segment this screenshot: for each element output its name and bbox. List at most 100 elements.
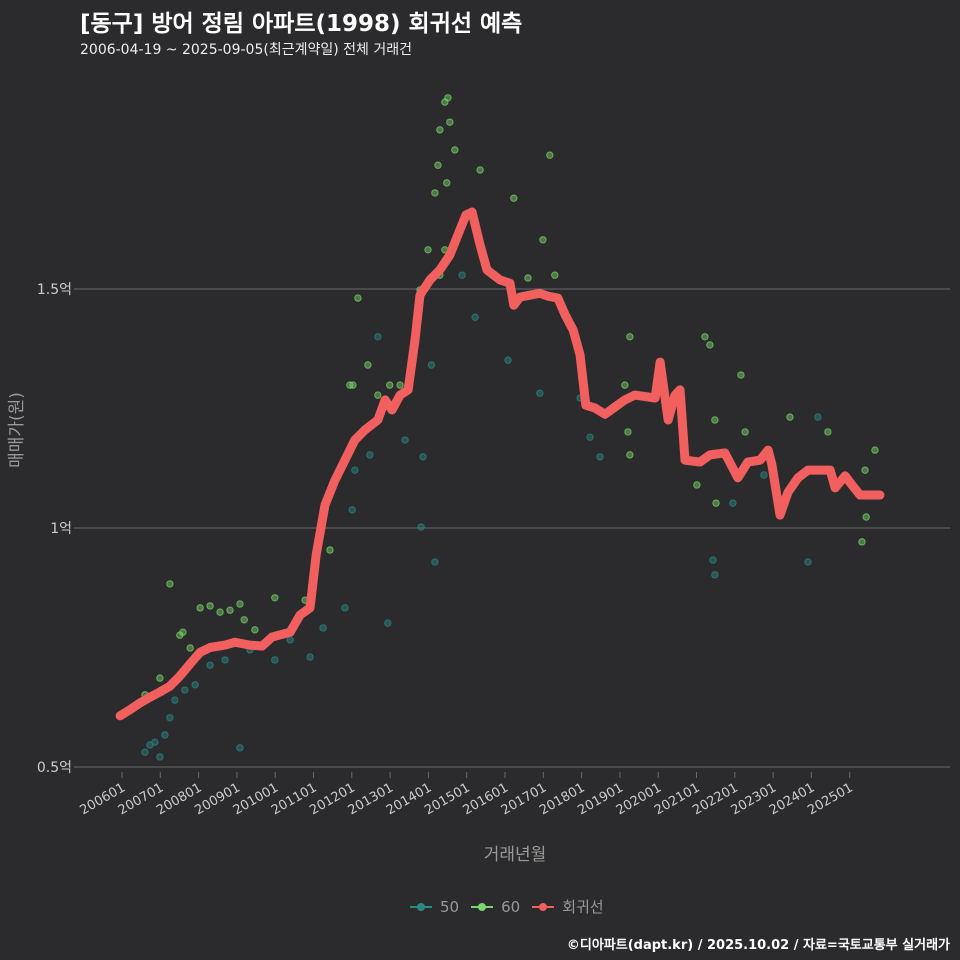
data-point-50	[596, 453, 604, 461]
legend-label: 50	[440, 897, 460, 916]
data-point-50	[760, 471, 768, 479]
legend-key-60	[471, 902, 494, 911]
data-point-60	[444, 94, 452, 102]
data-point-60	[446, 118, 454, 126]
data-point-50	[419, 453, 427, 461]
data-point-60	[386, 381, 394, 389]
data-point-60	[364, 361, 372, 369]
data-point-60	[179, 628, 187, 636]
data-point-50	[384, 619, 392, 627]
data-point-60	[216, 608, 224, 616]
data-point-50	[191, 681, 199, 689]
data-point-50	[236, 744, 244, 752]
data-point-50	[729, 499, 737, 507]
data-point-60	[861, 466, 869, 474]
data-point-60	[626, 333, 634, 341]
data-point-50	[351, 466, 359, 474]
data-point-60	[786, 413, 794, 421]
data-point-60	[436, 126, 444, 134]
data-point-60	[711, 416, 719, 424]
data-point-60	[186, 644, 194, 652]
data-point-50	[271, 656, 279, 664]
data-point-50	[431, 558, 439, 566]
data-point-60	[712, 499, 720, 507]
data-point-50	[711, 571, 719, 579]
data-point-50	[221, 656, 229, 664]
data-point-50	[586, 433, 594, 441]
chart-title: [동구] 방어 정림 아파트(1998) 회귀선 예측	[80, 11, 523, 37]
data-point-60	[434, 161, 442, 169]
data-point-60	[236, 600, 244, 608]
data-point-60	[476, 166, 484, 174]
data-point-60	[858, 538, 866, 546]
data-point-60	[524, 274, 532, 282]
footer-credit: ©디아파트(dapt.kr) / 2025.10.02 / 자료=국토교통부 실…	[566, 938, 950, 953]
y-tick-label: 1.5억	[37, 282, 72, 298]
data-point-60	[546, 151, 554, 159]
data-point-50	[504, 356, 512, 364]
legend: 50 60 회귀선	[410, 896, 608, 917]
data-point-50	[286, 636, 294, 644]
data-point-60	[621, 381, 629, 389]
data-point-60	[741, 428, 749, 436]
data-point-50	[458, 271, 466, 279]
data-point-60	[693, 481, 701, 489]
data-point-50	[401, 436, 409, 444]
legend-item-50[interactable]: 50	[410, 898, 459, 916]
data-point-60	[706, 341, 714, 349]
data-point-60	[431, 189, 439, 197]
data-point-60	[226, 606, 234, 614]
data-point-60	[510, 194, 518, 202]
data-point-50	[366, 451, 374, 459]
data-point-60	[424, 246, 432, 254]
data-point-50	[306, 653, 314, 661]
data-point-60	[166, 580, 174, 588]
data-point-50	[161, 731, 169, 739]
chart-subtitle: 2006-04-19 ~ 2025-09-05(최근계약일) 전체 거래건	[80, 42, 412, 58]
regression-line	[115, 207, 885, 721]
data-point-60	[624, 428, 632, 436]
data-point-60	[326, 546, 334, 554]
data-point-60	[206, 602, 214, 610]
data-point-60	[451, 146, 459, 154]
data-point-50	[536, 389, 544, 397]
data-point-50	[471, 313, 479, 321]
data-point-50	[206, 661, 214, 669]
data-point-60	[354, 294, 362, 302]
data-point-60	[240, 616, 248, 624]
legend-label: 60	[501, 897, 521, 916]
data-point-50	[319, 624, 327, 632]
data-point-50	[417, 523, 425, 531]
data-point-50	[171, 696, 179, 704]
data-point-50	[804, 558, 812, 566]
data-point-60	[374, 391, 382, 399]
data-point-60	[737, 371, 745, 379]
legend-key-50	[410, 902, 432, 911]
data-point-50	[427, 361, 436, 369]
legend-item-regression[interactable]: 회귀선	[532, 896, 604, 917]
legend-label: 회귀선	[562, 898, 604, 916]
data-point-60	[701, 333, 709, 341]
data-point-50	[166, 714, 174, 722]
data-point-60	[396, 381, 404, 389]
data-point-50	[151, 738, 159, 746]
y-tick-label: 0.5억	[37, 760, 72, 776]
y-tick-label: 1억	[50, 521, 72, 537]
y-axis-title: 매매가(원)	[7, 392, 27, 468]
data-point-50	[341, 604, 349, 612]
data-point-50	[181, 686, 189, 694]
data-point-60	[271, 594, 279, 602]
data-point-50	[156, 753, 164, 761]
data-point-60	[551, 271, 559, 279]
data-point-60	[824, 428, 832, 436]
data-point-50	[709, 556, 717, 564]
data-point-60	[196, 604, 204, 612]
data-point-60	[156, 674, 164, 682]
x-axis-title: 거래년월	[484, 845, 547, 865]
legend-key-regression	[532, 902, 555, 911]
data-point-50	[814, 413, 822, 421]
data-point-60	[539, 236, 547, 244]
data-point-50	[141, 748, 149, 756]
legend-item-60[interactable]: 60	[471, 898, 520, 916]
